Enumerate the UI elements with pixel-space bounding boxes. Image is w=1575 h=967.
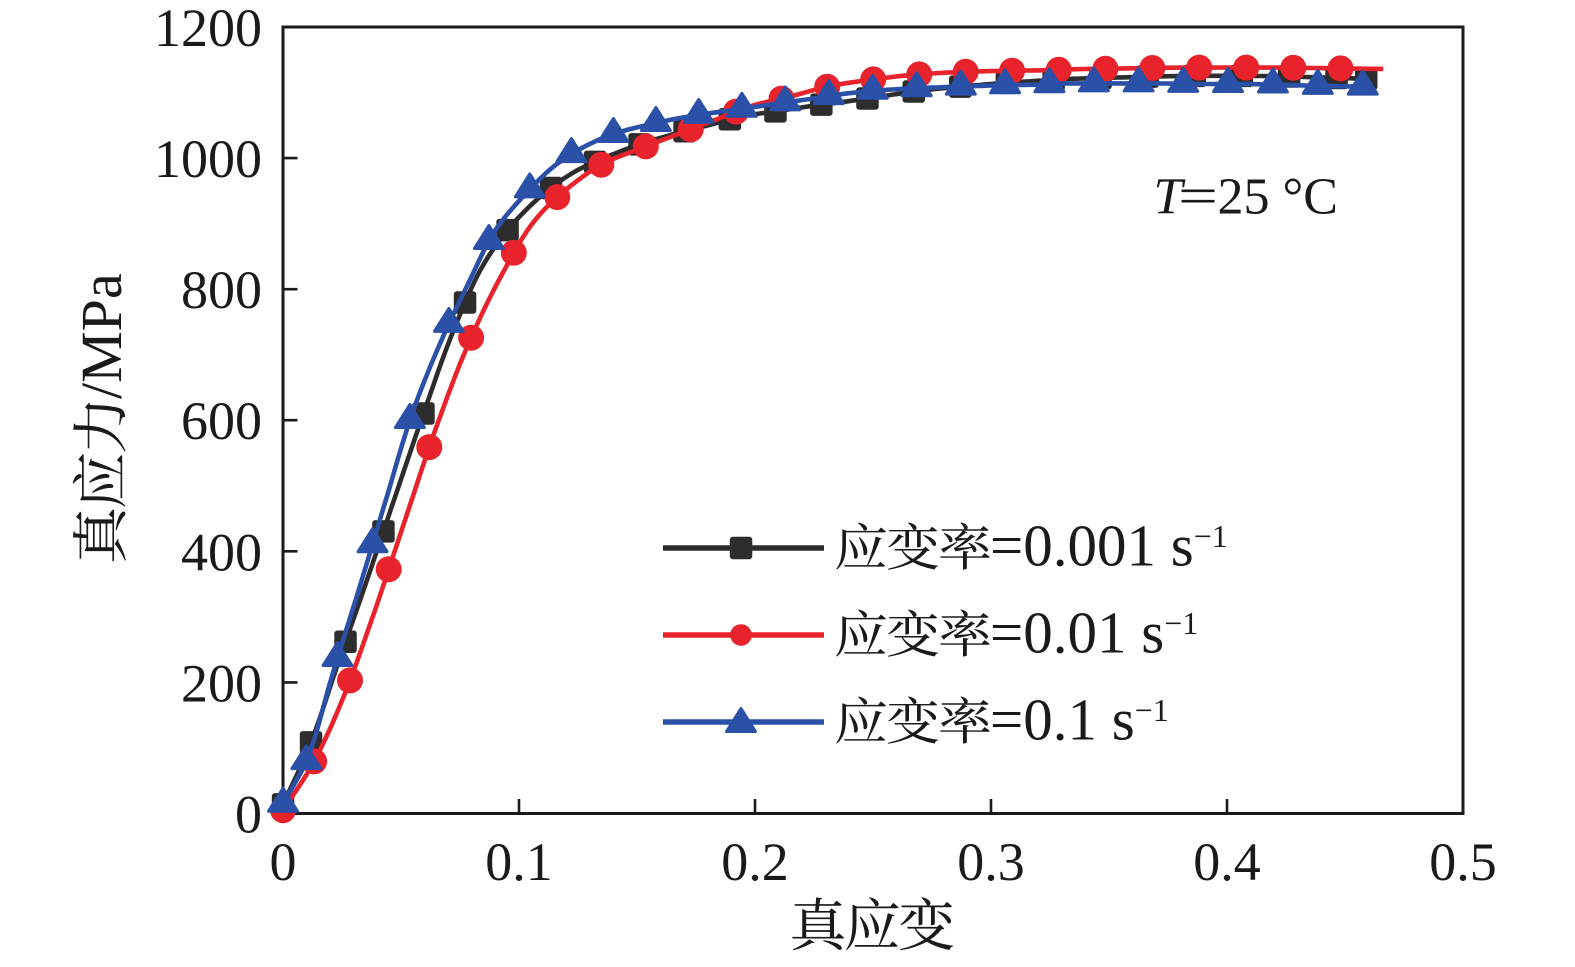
svg-text:400: 400 — [181, 522, 262, 582]
svg-text:1200: 1200 — [154, 0, 262, 58]
svg-text:600: 600 — [181, 391, 262, 451]
svg-text:200: 200 — [181, 653, 262, 713]
svg-text:=0.01 s−1: =0.01 s−1 — [990, 600, 1198, 666]
svg-text:0.2: 0.2 — [721, 832, 789, 892]
svg-text:0: 0 — [270, 832, 297, 892]
svg-text:0.5: 0.5 — [1429, 832, 1497, 892]
svg-text:/MPa: /MPa — [69, 273, 134, 399]
svg-text:1000: 1000 — [154, 129, 262, 189]
svg-text:=0.001 s−1: =0.001 s−1 — [990, 513, 1228, 579]
svg-text:0.1: 0.1 — [485, 832, 553, 892]
svg-text:T=25 °C: T=25 °C — [1154, 169, 1338, 226]
svg-text:0: 0 — [235, 785, 262, 845]
svg-text:0.3: 0.3 — [957, 832, 1025, 892]
svg-text:0.4: 0.4 — [1193, 832, 1261, 892]
svg-text:800: 800 — [181, 260, 262, 320]
